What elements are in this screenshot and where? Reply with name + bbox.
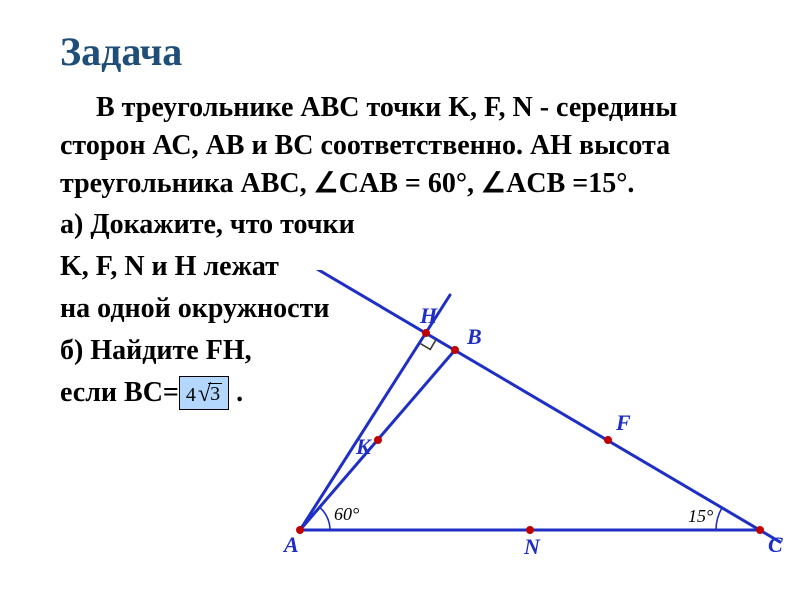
problem-title: Задача xyxy=(60,28,756,75)
svg-text:N: N xyxy=(523,534,541,559)
svg-text:F: F xyxy=(615,410,631,435)
geometry-diagram: 60° 15° A B C H K F N xyxy=(260,270,800,600)
part-a-line-1: а) Докажите, что точки xyxy=(60,206,756,244)
sqrt-radicand: 3 xyxy=(208,383,222,404)
svg-text:B: B xyxy=(466,324,482,349)
bc-prefix: если BC= xyxy=(60,377,179,408)
problem-statement: В треугольнике АВС точки K, F, N - серед… xyxy=(60,89,756,202)
bc-value-box: 4√3 xyxy=(179,376,229,410)
angle-symbol-2: ∠ xyxy=(481,168,506,199)
svg-text:C: C xyxy=(768,532,783,557)
bc-suffix: . xyxy=(229,377,243,408)
svg-text:15°: 15° xyxy=(688,506,713,526)
slide-page: Задача В треугольнике АВС точки K, F, N … xyxy=(0,0,800,600)
angle-symbol-1: ∠ xyxy=(314,168,339,199)
bc-value-coeff: 4 xyxy=(186,384,198,406)
svg-text:A: A xyxy=(282,532,299,557)
sqrt-expression: √3 xyxy=(198,379,222,407)
svg-text:H: H xyxy=(419,303,438,328)
svg-text:60°: 60° xyxy=(334,504,359,524)
svg-text:K: K xyxy=(355,434,372,459)
angle-cab: CAB = 60°, xyxy=(339,168,481,199)
diagram-svg: 60° 15° A B C H K F N xyxy=(260,270,800,600)
angle-acb: ACB =15°. xyxy=(506,168,634,199)
